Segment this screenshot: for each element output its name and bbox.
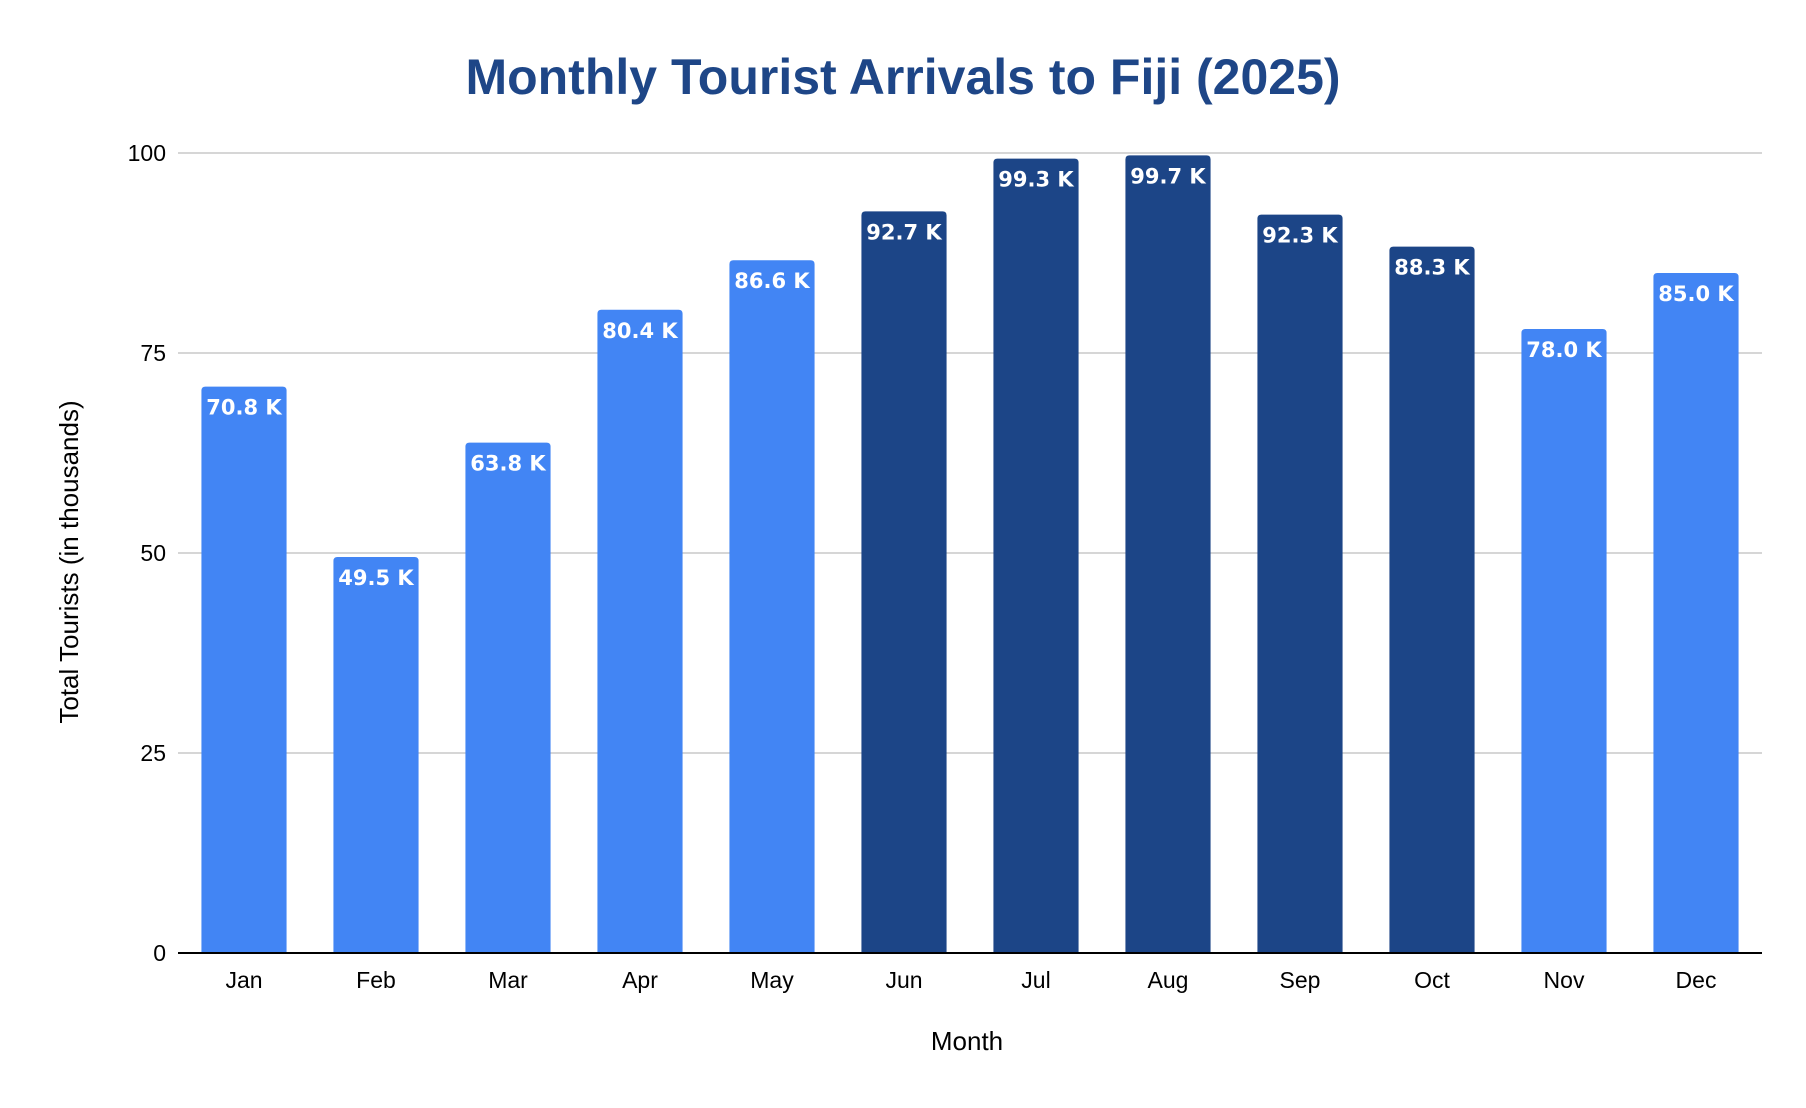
bar-sep: [1257, 214, 1343, 954]
data-label-nov: 78.0 K: [1526, 338, 1602, 362]
x-tick-label: May: [750, 967, 794, 993]
x-tick-label: Sep: [1280, 967, 1321, 993]
data-label-jul: 99.3 K: [998, 168, 1074, 192]
gridlines: [178, 152, 1762, 754]
data-label-mar: 63.8 K: [470, 452, 546, 476]
data-label-dec: 85.0 K: [1658, 282, 1734, 306]
x-tick-label: Apr: [622, 967, 658, 993]
x-tick-label: Jul: [1021, 967, 1050, 993]
y-tick-label: 50: [140, 540, 166, 566]
x-axis-title: Month: [931, 1026, 1003, 1056]
bar-jan: [201, 386, 287, 954]
bar-jul: [993, 158, 1079, 954]
y-tick-label: 0: [153, 940, 166, 966]
data-label-apr: 80.4 K: [602, 319, 678, 343]
x-tick-label: Dec: [1676, 967, 1717, 993]
data-label-may: 86.6 K: [734, 269, 810, 293]
x-tick-label: Feb: [356, 967, 396, 993]
bars: [201, 155, 1739, 954]
data-labels: 70.8 K 49.5 K 63.8 K 80.4 K 86.6 K 92.7 K 99.3…: [206, 164, 1734, 590]
x-tick-label: Aug: [1148, 967, 1189, 993]
bar-feb: [333, 557, 419, 953]
bar-apr: [597, 309, 683, 953]
bar-oct: [1389, 246, 1475, 954]
y-axis-title: Total Tourists (in thousands): [54, 400, 84, 723]
bar-dec: [1653, 273, 1739, 953]
x-tick-label: Jan: [225, 967, 262, 993]
data-label-feb: 49.5 K: [338, 566, 414, 590]
bar-mar: [465, 442, 551, 953]
y-axis-ticks: 0 25 50 75 100: [128, 140, 166, 966]
bar-jun: [861, 211, 947, 953]
x-tick-label: Oct: [1414, 967, 1450, 993]
data-label-jan: 70.8 K: [206, 396, 282, 420]
data-label-aug: 99.7 K: [1130, 164, 1206, 188]
data-label-jun: 92.7 K: [866, 220, 942, 244]
chart-title: Monthly Tourist Arrivals to Fiji (2025): [465, 49, 1340, 105]
bar-nov: [1521, 329, 1607, 953]
bar-may: [729, 260, 815, 953]
data-label-sep: 92.3 K: [1262, 224, 1338, 248]
y-tick-label: 100: [128, 140, 166, 166]
data-label-oct: 88.3 K: [1394, 256, 1470, 280]
x-tick-label: Jun: [885, 967, 922, 993]
bar-aug: [1125, 155, 1211, 953]
x-tick-label: Nov: [1544, 967, 1585, 993]
y-tick-label: 75: [140, 340, 166, 366]
y-tick-label: 25: [140, 740, 166, 766]
x-axis-ticks: Jan Feb Mar Apr May Jun Jul Aug Sep Oct Nov Dec: [225, 967, 1716, 993]
x-tick-label: Mar: [488, 967, 528, 993]
